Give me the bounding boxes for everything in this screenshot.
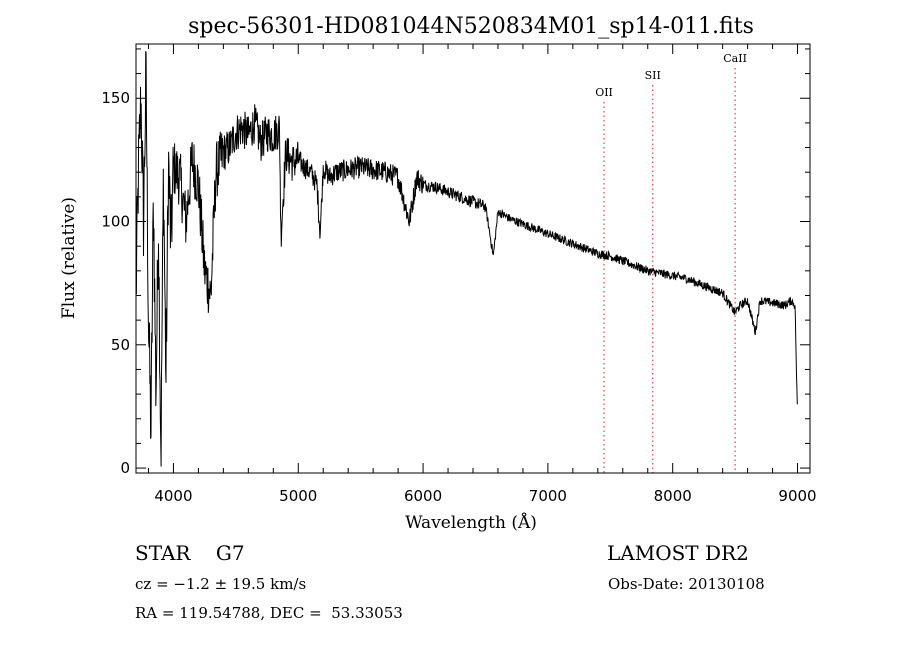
spectral-line-markers: OII SII CaII xyxy=(595,52,747,473)
x-tick-label: 9000 xyxy=(778,487,816,505)
y-tick-label: 100 xyxy=(101,213,130,231)
survey-label: LAMOST DR2 xyxy=(607,541,749,565)
plot-frame xyxy=(135,43,811,474)
y-tick-label: 150 xyxy=(101,89,130,107)
object-class-label: STAR G7 xyxy=(135,541,245,565)
plot-axes: 4000 5000 6000 7000 8000 9000 0 50 100 150 xyxy=(101,43,817,505)
chart-title: spec-56301-HD081044N520834M01_sp14-011.f… xyxy=(188,14,754,39)
coordinates-label: RA = 119.54788, DEC = 53.33053 xyxy=(135,604,403,622)
y-axis-label: Flux (relative) xyxy=(59,197,79,319)
obs-date-label: Obs-Date: 20130108 xyxy=(608,575,765,593)
x-tick-label: 5000 xyxy=(279,487,317,505)
x-axis-label: Wavelength (Å) xyxy=(405,512,537,533)
spectral-line-label: OII xyxy=(595,86,613,99)
spectrum-series xyxy=(135,51,798,467)
spectrum-line xyxy=(135,51,798,467)
y-tick-label: 0 xyxy=(120,459,130,477)
x-tick-label: 6000 xyxy=(404,487,442,505)
velocity-label: cz = −1.2 ± 19.5 km/s xyxy=(135,575,307,593)
x-tick-label: 7000 xyxy=(529,487,567,505)
y-tick-label: 50 xyxy=(111,336,130,354)
spectral-line-label: CaII xyxy=(723,52,747,65)
spectral-line-label: SII xyxy=(645,69,661,82)
x-tick-label: 8000 xyxy=(654,487,692,505)
x-tick-label: 4000 xyxy=(154,487,192,505)
